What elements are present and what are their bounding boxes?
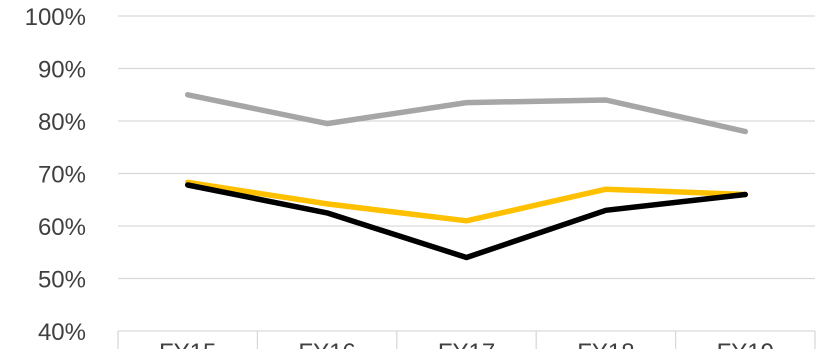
y-tick-label: 50% — [38, 267, 86, 294]
y-tick-label: 60% — [38, 214, 86, 241]
x-tick-label: FY19 — [717, 339, 774, 349]
y-tick-label: 40% — [38, 319, 86, 346]
series-line-1 — [184, 92, 749, 135]
y-tick-label: 80% — [38, 109, 86, 136]
x-tick-label: FY16 — [298, 339, 355, 349]
category-axis: FY15 FY16 FY17 FY18 FY19 — [117, 330, 816, 349]
series-line-3 — [184, 182, 749, 261]
y-tick-label: 90% — [38, 57, 86, 84]
series-lines — [184, 92, 749, 261]
y-tick-label: 100% — [25, 4, 86, 31]
y-axis-tick-labels: 40% 50% 60% 70% 80% 90% 100% — [25, 4, 86, 346]
y-tick-label: 70% — [38, 162, 86, 189]
x-tick-label: FY15 — [159, 339, 216, 349]
series-line-2 — [184, 179, 749, 224]
x-tick-label: FY18 — [577, 339, 634, 349]
gridlines — [118, 15, 815, 280]
x-tick-label: FY17 — [438, 339, 495, 349]
